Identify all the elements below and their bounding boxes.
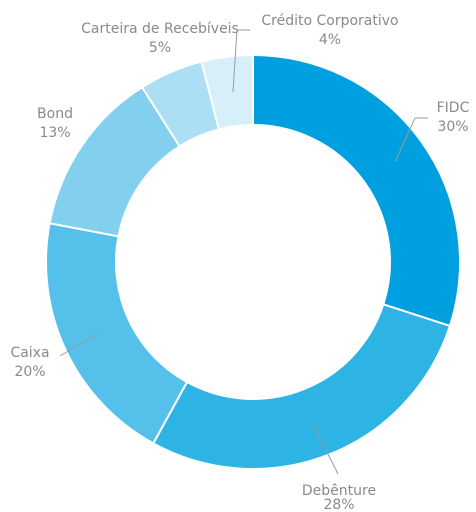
segment-value-label: 28%: [323, 497, 354, 512]
segment-value-label: 13%: [39, 125, 70, 141]
segment-label: Bond: [37, 106, 73, 122]
donut-segment: [45, 222, 189, 445]
segment-label: Crédito Corporativo: [261, 13, 398, 29]
leader-line: [232, 29, 242, 93]
segment-label: Carteira de Recebíveis: [81, 21, 239, 37]
segment-value-label: 5%: [149, 40, 171, 56]
segment-label: FIDC: [437, 100, 470, 116]
segment-value-label: 20%: [14, 364, 45, 380]
donut-segment: [200, 53, 254, 131]
leader-line: [394, 117, 428, 163]
segment-label: Caixa: [10, 345, 49, 361]
donut-segment: [252, 53, 461, 328]
segment-value-label: 30%: [437, 119, 468, 135]
leader-line: [59, 333, 98, 357]
segment-value-label: 4%: [319, 32, 341, 48]
segment-label: Debênture: [302, 483, 376, 499]
donut-segment: [151, 303, 452, 470]
leader-line: [312, 423, 339, 475]
